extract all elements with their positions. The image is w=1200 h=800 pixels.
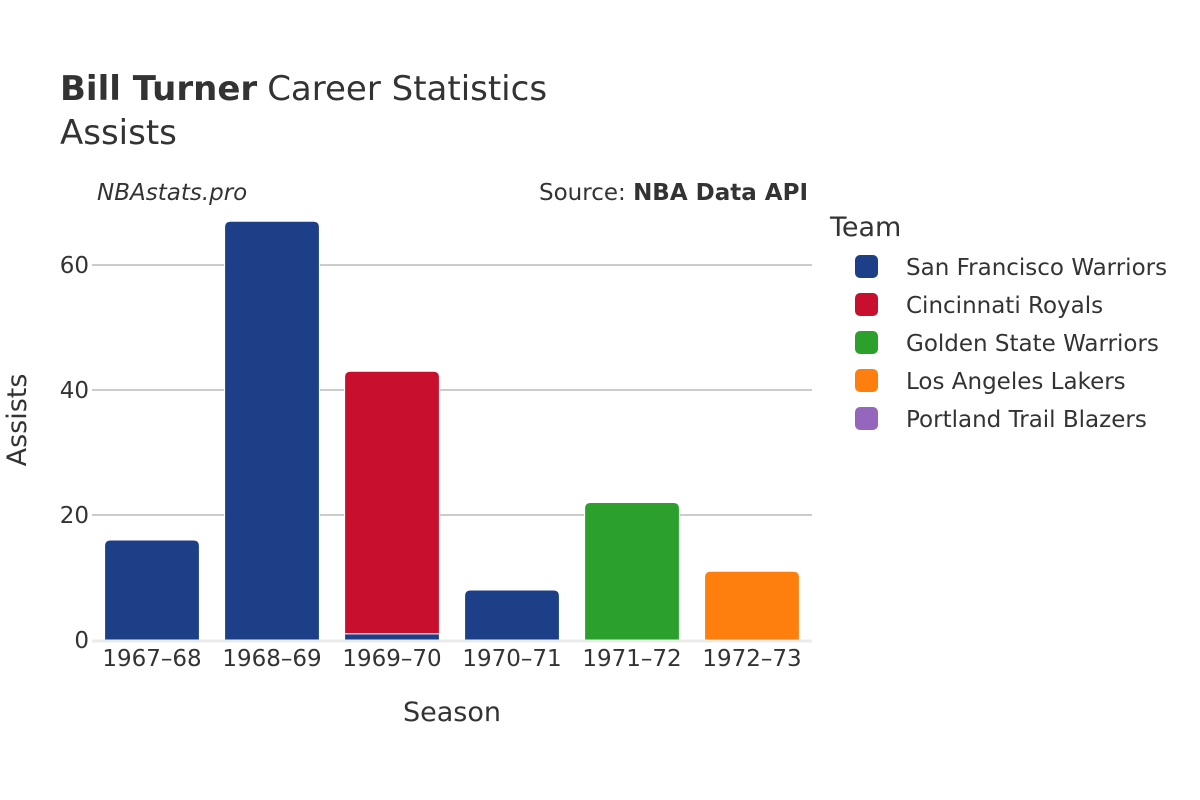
legend: Team San Francisco Warriors Cincinnati Ro… xyxy=(829,212,1167,433)
watermark: NBAstats.pro xyxy=(97,180,247,206)
bar-segment xyxy=(104,539,200,641)
legend-item-label: Portland Trail Blazers xyxy=(906,407,1147,433)
bar-segment xyxy=(344,370,440,635)
axes: 0 20 40 60 1967–68 1968–69 1969–70 1970–71 1971–… xyxy=(60,253,812,672)
bars xyxy=(104,220,800,641)
x-tick-label: 1971–72 xyxy=(582,646,681,672)
legend-item-label: Cincinnati Royals xyxy=(906,293,1103,319)
legend-swatch xyxy=(855,369,878,392)
grid-lines xyxy=(92,264,812,516)
source-credit: Source: NBA Data API xyxy=(539,180,808,206)
x-tick-label: 1967–68 xyxy=(102,646,201,672)
x-axis-title: Season xyxy=(403,697,501,728)
legend-item-label: San Francisco Warriors xyxy=(906,255,1167,281)
y-axis-title: Assists xyxy=(2,374,33,467)
legend-swatch xyxy=(855,293,878,316)
y-tick-label: 20 xyxy=(60,503,89,529)
y-tick-label: 40 xyxy=(60,378,89,404)
source-name: NBA Data API xyxy=(633,180,808,206)
source-prefix: Source: xyxy=(539,180,633,206)
y-tick-label: 60 xyxy=(60,253,89,279)
legend-swatch xyxy=(855,255,878,278)
chart-subtitle: Assists xyxy=(60,113,177,153)
player-name: Bill Turner xyxy=(60,69,257,109)
bar-segment xyxy=(704,570,800,641)
legend-item-label: Los Angeles Lakers xyxy=(906,369,1126,395)
legend-swatch xyxy=(855,331,878,354)
chart-title: Bill Turner Career Statistics xyxy=(60,69,547,109)
legend-item-label: Golden State Warriors xyxy=(906,331,1159,357)
x-tick-label: 1970–71 xyxy=(462,646,561,672)
x-tick-label: 1969–70 xyxy=(342,646,441,672)
x-tick-label: 1972–73 xyxy=(702,646,801,672)
legend-title: Team xyxy=(829,212,901,243)
x-tick-label: 1968–69 xyxy=(222,646,321,672)
bar-segment xyxy=(344,633,440,641)
bar-segment xyxy=(464,589,560,641)
y-tick-label: 0 xyxy=(74,628,89,654)
title-rest: Career Statistics xyxy=(267,69,547,109)
bar-segment xyxy=(224,220,320,641)
legend-swatch xyxy=(855,407,878,430)
bar-segment xyxy=(584,502,680,641)
